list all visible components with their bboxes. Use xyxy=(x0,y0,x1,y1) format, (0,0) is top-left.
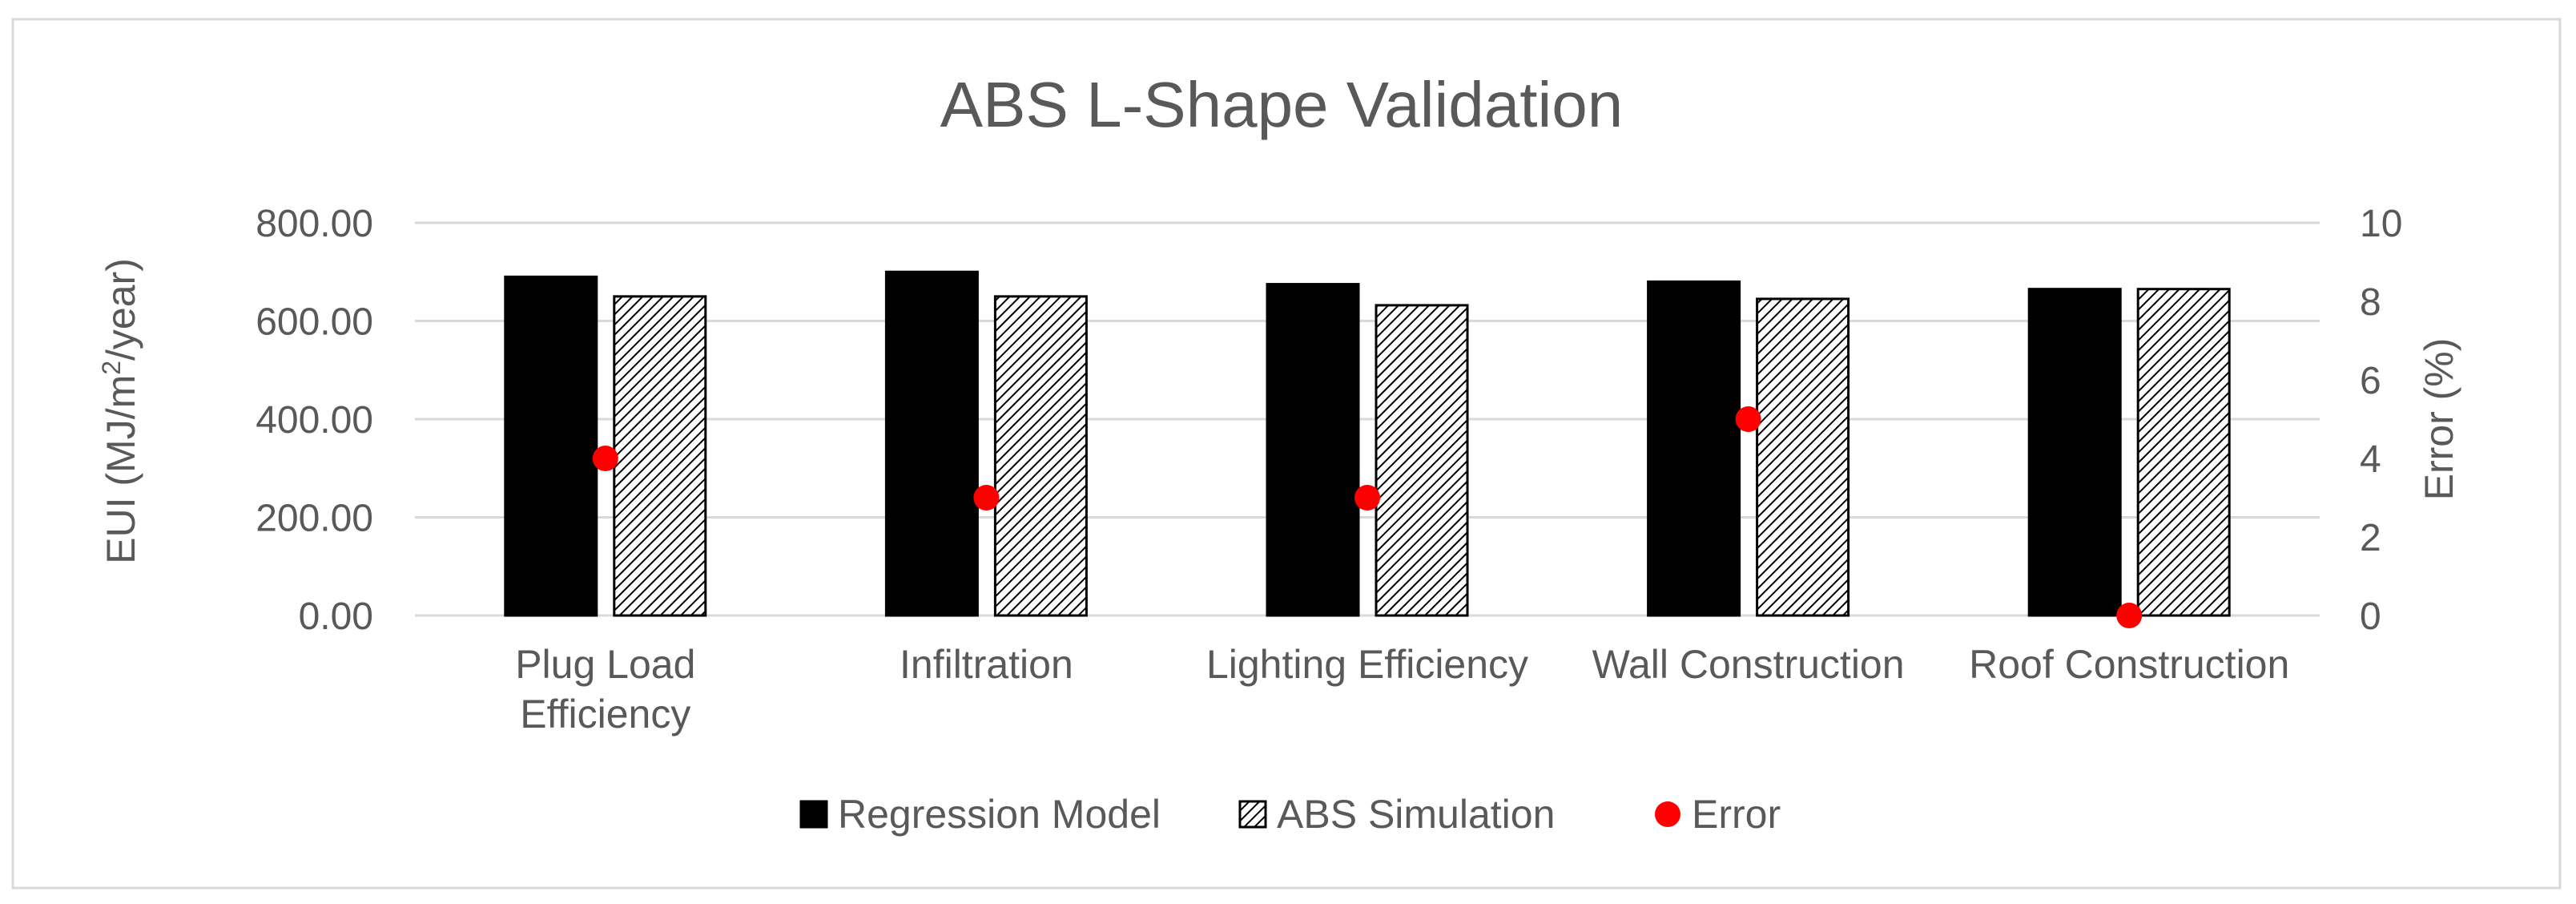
regression-model-bar xyxy=(1266,283,1360,617)
category-label: Infiltration xyxy=(900,642,1073,687)
left-axis-label-main: EUI (MJ/m xyxy=(99,375,143,564)
error-point xyxy=(1735,406,1761,432)
right-tick-label: 2 xyxy=(2360,517,2381,559)
left-tick-label: 800.00 xyxy=(256,203,373,245)
error-point xyxy=(2116,603,2143,628)
left-axis-label-unit: /year) xyxy=(99,258,143,361)
chart-title: ABS L-Shape Validation xyxy=(940,69,1623,140)
error-point xyxy=(1354,485,1380,511)
legend-swatch-abs-simulation xyxy=(1238,800,1267,829)
category-label: Efficiency xyxy=(520,692,690,737)
right-tick-label: 0 xyxy=(2360,595,2381,638)
right-tick-label: 10 xyxy=(2360,203,2402,245)
left-tick-label: 600.00 xyxy=(256,301,373,344)
abs-simulation-bar xyxy=(613,295,707,617)
error-point xyxy=(592,446,618,471)
category-label: Wall Construction xyxy=(1592,642,1905,687)
right-tick-label: 8 xyxy=(2360,281,2381,324)
abs-simulation-bar xyxy=(993,295,1088,617)
legend-swatch-regression-model xyxy=(799,800,828,829)
right-axis-label: Error (%) xyxy=(2417,338,2461,501)
legend-label: Error xyxy=(1692,792,1781,837)
left-tick-label: 200.00 xyxy=(256,498,373,540)
left-axis-label: EUI (MJ/m2/year) xyxy=(97,258,143,564)
legend-swatch-error xyxy=(1655,801,1680,827)
regression-model-bar xyxy=(504,275,598,617)
legend-label: Regression Model xyxy=(838,792,1161,837)
category-label: Lighting Efficiency xyxy=(1206,642,1528,687)
legend-label: ABS Simulation xyxy=(1277,792,1555,837)
abs-simulation-bar xyxy=(1375,304,1469,617)
regression-model-bar xyxy=(2027,288,2122,617)
left-tick-label: 0.00 xyxy=(299,595,373,638)
error-point xyxy=(973,485,1000,511)
right-tick-label: 6 xyxy=(2360,360,2381,402)
regression-model-bar xyxy=(884,270,979,617)
right-tick-label: 4 xyxy=(2360,438,2381,481)
left-tick-label: 400.00 xyxy=(256,399,373,442)
left-axis-label-sup: 2 xyxy=(97,361,126,375)
abs-simulation-bar xyxy=(1756,297,1850,617)
category-label: Roof Construction xyxy=(1969,642,2289,687)
regression-model-bar xyxy=(1647,280,1741,617)
abs-simulation-bar xyxy=(2136,288,2231,617)
category-label: Plug Load xyxy=(515,642,695,687)
